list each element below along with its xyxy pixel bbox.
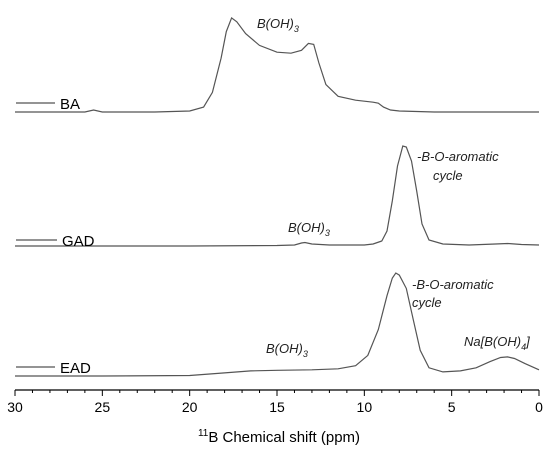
series-line-gad [15, 145, 540, 247]
annotation-gad-aromatic-line2: cycle [433, 168, 463, 183]
annotations-group: B(OH)3 -B-O-aromatic cycle B(OH)3 -B-O-a… [257, 16, 530, 359]
annotation-ba-boh3: B(OH)3 [257, 16, 299, 34]
legend-group: BA GAD EAD [16, 96, 95, 377]
x-tick-label-5: 5 [448, 399, 456, 415]
annotation-gad-aromatic-line1: -B-O-aromatic [417, 149, 499, 164]
x-tick-label-0: 0 [535, 399, 543, 415]
x-ticks: 30 25 20 15 10 5 0 [7, 390, 543, 415]
series-line-ba [15, 16, 539, 113]
x-tick-label-15: 15 [269, 399, 285, 415]
x-tick-label-20: 20 [182, 399, 198, 415]
x-axis-title: 11B Chemical shift (ppm) [198, 428, 360, 446]
x-tick-label-10: 10 [357, 399, 373, 415]
x-axis: 30 25 20 15 10 5 0 [7, 389, 543, 415]
legend-label-ba: BA [60, 96, 80, 113]
annotation-ead-naboh4: Na[B(OH)4] [464, 334, 530, 352]
series-line-ead [15, 272, 540, 377]
annotation-gad-boh3: B(OH)3 [288, 220, 330, 238]
annotation-ead-aromatic-line1: -B-O-aromatic [412, 277, 494, 292]
annotation-ead-boh3: B(OH)3 [266, 341, 308, 359]
annotation-ead-aromatic-line2: cycle [412, 295, 442, 310]
x-tick-label-30: 30 [7, 399, 23, 415]
spectra-group [15, 16, 540, 377]
legend-label-gad: GAD [62, 233, 95, 250]
x-tick-label-25: 25 [95, 399, 111, 415]
legend-label-ead: EAD [60, 360, 91, 377]
